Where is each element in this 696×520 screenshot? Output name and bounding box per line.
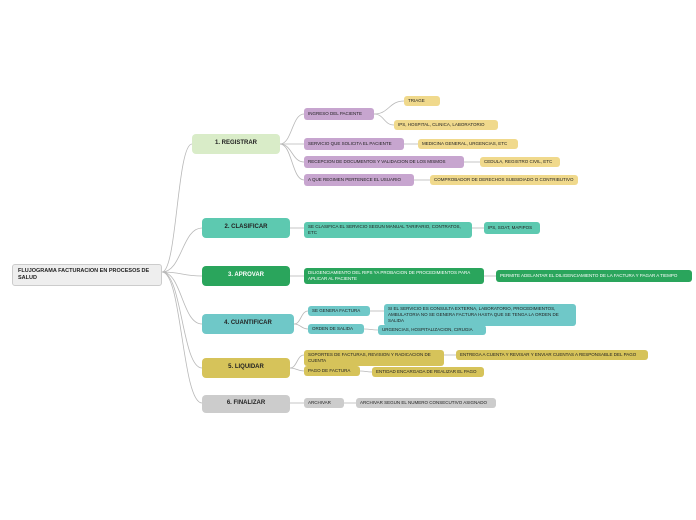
c1c-node: RECEPCION DE DOCUMENTOS Y VALIDACION DE … [304, 156, 464, 168]
c1d-node: A QUE REGIMEN PERTENECE EL USUARIO [304, 174, 414, 186]
c4b-node: ORDEN DE SALIDA [308, 324, 364, 334]
l11-node: ENTIDAD ENCARGADA DE REALIZAR EL PAGO [372, 367, 484, 377]
m1-node: 1. REGISTRAR [192, 134, 280, 154]
m3-node: 3. APROVAR [202, 266, 290, 286]
l6-node: IPS, SOAT, MAPIPOS [484, 222, 540, 234]
l10-node: ENTREGA A CUENTA Y REVISAR Y ENVIAR CUEN… [456, 350, 648, 360]
c5b-node: PAGO DE FACTURA [304, 366, 360, 376]
m5-node: 5. LIQUIDAR [202, 358, 290, 378]
l9-node: URGENCIAS, HOSPITALIZACION, CIRUGIA [378, 325, 486, 335]
c1b-node: SERVICIO QUE SOLICITA EL PACIENTE [304, 138, 404, 150]
c4a-node: SE GENERA FACTURA [308, 306, 370, 316]
c1a-node: INGRESO DEL PACIENTE [304, 108, 374, 120]
l3-node: MEDICINA GENERAL, URGENCIAS, ETC [418, 139, 518, 149]
root-node: FLUJOGRAMA FACTURACION EN PROCESOS DE SA… [12, 264, 162, 286]
connector-layer [0, 0, 696, 520]
l8-node: SI EL SERVICIO ES CONSULTA EXTERNA, LABO… [384, 304, 576, 326]
l5-node: COMPROBADOR DE DERECHOS SUBSIDIADO O CON… [430, 175, 578, 185]
l2-node: IPS, HOSPITAL, CLINICA, LABORATORIO [394, 120, 498, 130]
m4-node: 4. CUANTIFICAR [202, 314, 294, 334]
l4-node: CEDULA, REGISTRO CIVIL, ETC [480, 157, 560, 167]
c3a-node: DILIGENCIAMIENTO DEL RIPS YA PROBACION D… [304, 268, 484, 284]
c6a-node: ARCHIVAR [304, 398, 344, 408]
l7-node: PERMITE ADELANTAR EL DILIGENCIAMIENTO DE… [496, 270, 692, 282]
c5a-node: SOPORTES DE FACTURAS, REVISION Y RADICAC… [304, 350, 444, 366]
l12-node: ARCHIVAR SEGUN EL NUMERO CONSECUTIVO ASI… [356, 398, 496, 408]
m6-node: 6. FINALIZAR [202, 395, 290, 413]
m2-node: 2. CLASIFICAR [202, 218, 290, 238]
c2a-node: SE CLASIFICA EL SERVICIO SEGUN MANUAL TA… [304, 222, 472, 238]
l1-node: TRIAGE [404, 96, 440, 106]
